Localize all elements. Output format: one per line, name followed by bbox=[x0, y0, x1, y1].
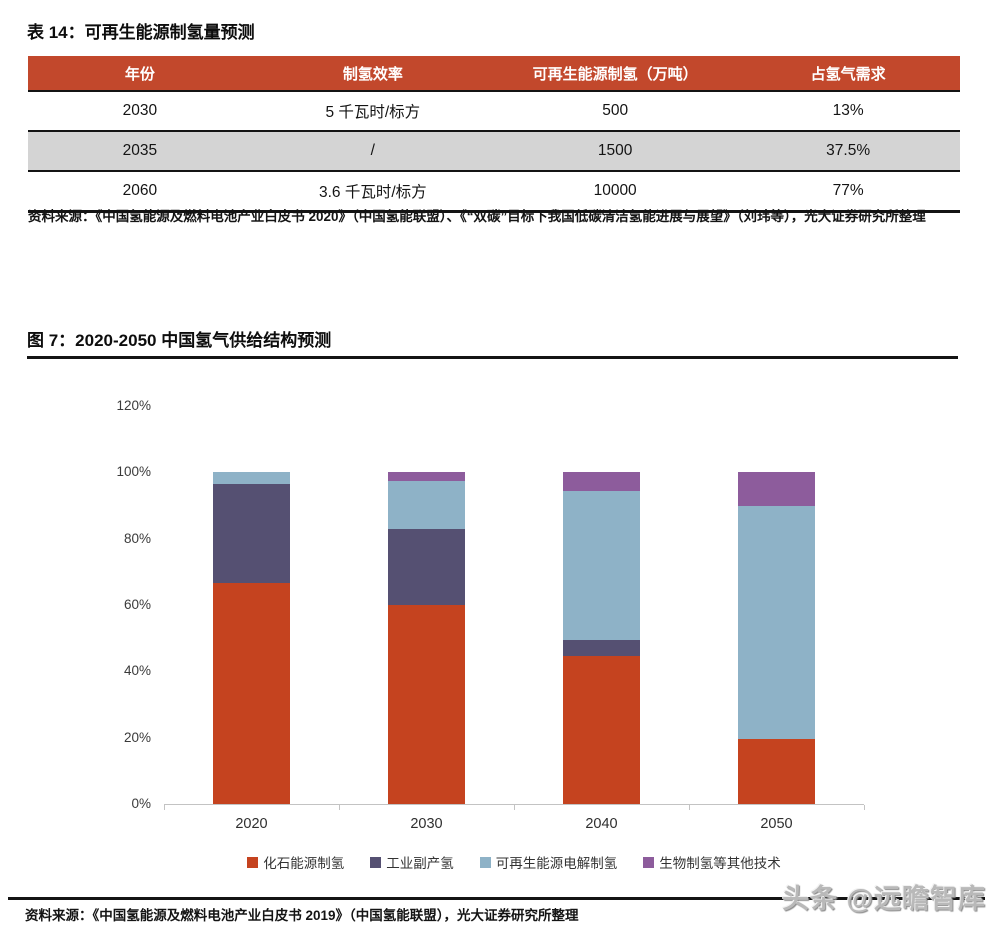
bar-segment bbox=[738, 505, 815, 740]
bar-2040 bbox=[563, 472, 640, 804]
legend-label: 可再生能源电解制氢 bbox=[495, 856, 618, 871]
table-cell: 1500 bbox=[597, 142, 633, 159]
bar-slot bbox=[164, 406, 339, 804]
bar-segment bbox=[738, 739, 815, 804]
y-tick-label: 20% bbox=[123, 729, 151, 745]
table-cell: / bbox=[370, 142, 375, 159]
forecast-table: 年份 制氢效率 可再生能源制氢（万吨） 占氢气需求 2030 5 千瓦时/标方 500 13… bbox=[28, 56, 960, 213]
legend-item: 化石能源制氢 bbox=[247, 852, 344, 872]
table-source-note: 资料来源：《中国氢能源及燃料电池产业白皮书 2020》（中国氢能联盟）、《“双碳… bbox=[28, 209, 926, 224]
table-title: 表 14：可再生能源制氢量预测 bbox=[27, 23, 255, 42]
legend-swatch-icon bbox=[247, 856, 259, 868]
y-tick-label: 0% bbox=[131, 796, 151, 811]
bottom-rule bbox=[8, 897, 985, 900]
bar-slot bbox=[689, 406, 864, 804]
legend-swatch-icon bbox=[479, 856, 491, 868]
table-body: 2030 5 千瓦时/标方 500 13% 2035 / 1500 37.5% 2060 3.6 … bbox=[28, 92, 960, 213]
legend-label: 生物制氢等其他技术 bbox=[659, 856, 781, 871]
x-tick-label: 2030 bbox=[410, 816, 443, 832]
bar-slot bbox=[514, 406, 689, 804]
legend-item: 工业副产氢 bbox=[370, 852, 454, 872]
legend-label: 化石能源制氢 bbox=[263, 856, 345, 871]
table-cell: 13% bbox=[832, 102, 864, 119]
legend-swatch-icon bbox=[643, 856, 655, 868]
bar-segment bbox=[563, 472, 640, 491]
bar-segment bbox=[738, 472, 815, 506]
table-cell: 10000 bbox=[593, 182, 637, 199]
figure-title: 图 7：2020-2050 中国氢气供给结构预测 bbox=[27, 331, 332, 350]
table-cell: 2060 bbox=[122, 182, 158, 199]
bar-segment bbox=[213, 472, 290, 484]
x-axis-tick bbox=[689, 805, 690, 810]
table-row: 2030 5 千瓦时/标方 500 13% bbox=[28, 92, 960, 132]
table-cell: 37.5% bbox=[826, 142, 871, 159]
bar-segment bbox=[563, 639, 640, 657]
bar-segment bbox=[563, 490, 640, 640]
bar-segment bbox=[388, 472, 465, 481]
table-row: 2060 3.6 千瓦时/标方 10000 77% bbox=[28, 172, 960, 213]
bar-segment bbox=[388, 480, 465, 529]
y-tick-label: 60% bbox=[123, 597, 151, 612]
bar-segment bbox=[388, 605, 465, 804]
legend-item: 可再生能源电解制氢 bbox=[479, 852, 618, 872]
bar-slot bbox=[339, 406, 514, 804]
y-tick-label: 40% bbox=[123, 663, 151, 679]
chart-legend: 化石能源制氢 工业副产氢 可再生能源电解制氢 生物制氢等其他技术 bbox=[164, 852, 864, 872]
x-axis-tick bbox=[164, 805, 165, 810]
x-tick-label: 2020 bbox=[235, 816, 268, 832]
x-axis-tick bbox=[864, 805, 865, 810]
table-cell: 2030 bbox=[122, 102, 158, 119]
bar-segment bbox=[213, 483, 290, 584]
bar-2020 bbox=[213, 472, 290, 804]
y-tick-label: 80% bbox=[123, 530, 151, 546]
y-tick-label: 100% bbox=[116, 464, 151, 480]
bar-segment bbox=[388, 528, 465, 605]
x-tick-label: 2050 bbox=[760, 816, 793, 832]
table-cell: 77% bbox=[832, 182, 864, 199]
table-header-cell: 可再生能源制氢（万吨） bbox=[532, 65, 698, 83]
table-header-cell: 占氢气需求 bbox=[810, 65, 886, 83]
x-axis-tick bbox=[339, 805, 340, 810]
x-axis-tick bbox=[514, 805, 515, 810]
watermark: 头条 @远瞻智库 bbox=[782, 884, 986, 914]
bar-2050 bbox=[738, 472, 815, 804]
legend-item: 生物制氢等其他技术 bbox=[643, 852, 781, 872]
table-cell: 3.6 千瓦时/标方 bbox=[318, 184, 427, 201]
plot-area bbox=[164, 406, 864, 805]
table-header-cell: 制氢效率 bbox=[342, 65, 403, 83]
table-cell: 2035 bbox=[122, 142, 158, 159]
figure-source-note: 资料来源：《中国氢能源及燃料电池产业白皮书 2019》（中国氢能联盟），光大证券… bbox=[25, 908, 579, 923]
bar-2030 bbox=[388, 472, 465, 804]
legend-swatch-icon bbox=[370, 856, 382, 868]
table-cell: 5 千瓦时/标方 bbox=[325, 104, 421, 121]
figure-title-rule bbox=[27, 356, 958, 359]
table-row: 2035 / 1500 37.5% bbox=[28, 132, 960, 172]
table-header-cell: 年份 bbox=[124, 65, 155, 83]
bar-segment bbox=[563, 656, 640, 804]
table-cell: 500 bbox=[602, 102, 629, 119]
stacked-bar-chart: 0% 20% 40% 60% 80% 100% 120% 2020 2030 2040 2050 … bbox=[0, 388, 990, 888]
y-tick-label: 120% bbox=[116, 398, 151, 413]
x-tick-label: 2040 bbox=[585, 816, 618, 832]
table-header-row: 年份 制氢效率 可再生能源制氢（万吨） 占氢气需求 bbox=[28, 56, 960, 92]
bar-segment bbox=[213, 583, 290, 804]
legend-label: 工业副产氢 bbox=[386, 856, 454, 871]
